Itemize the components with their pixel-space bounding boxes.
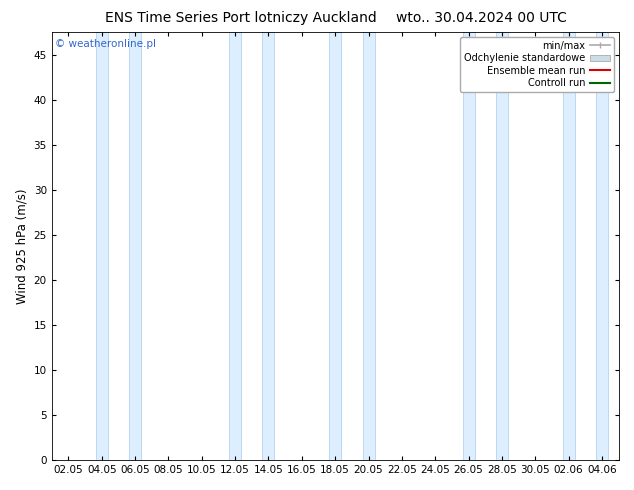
Bar xyxy=(496,32,508,460)
Bar xyxy=(262,32,275,460)
Bar xyxy=(96,32,108,460)
Bar xyxy=(229,32,241,460)
Text: © weatheronline.pl: © weatheronline.pl xyxy=(55,39,155,49)
Bar xyxy=(562,32,574,460)
Bar xyxy=(463,32,475,460)
Bar xyxy=(329,32,341,460)
Bar xyxy=(129,32,141,460)
Text: wto.. 30.04.2024 00 UTC: wto.. 30.04.2024 00 UTC xyxy=(396,11,567,25)
Bar xyxy=(596,32,608,460)
Bar xyxy=(363,32,375,460)
Y-axis label: Wind 925 hPa (m/s): Wind 925 hPa (m/s) xyxy=(15,188,28,304)
Legend: min/max, Odchylenie standardowe, Ensemble mean run, Controll run: min/max, Odchylenie standardowe, Ensembl… xyxy=(460,37,614,92)
Text: ENS Time Series Port lotniczy Auckland: ENS Time Series Port lotniczy Auckland xyxy=(105,11,377,25)
